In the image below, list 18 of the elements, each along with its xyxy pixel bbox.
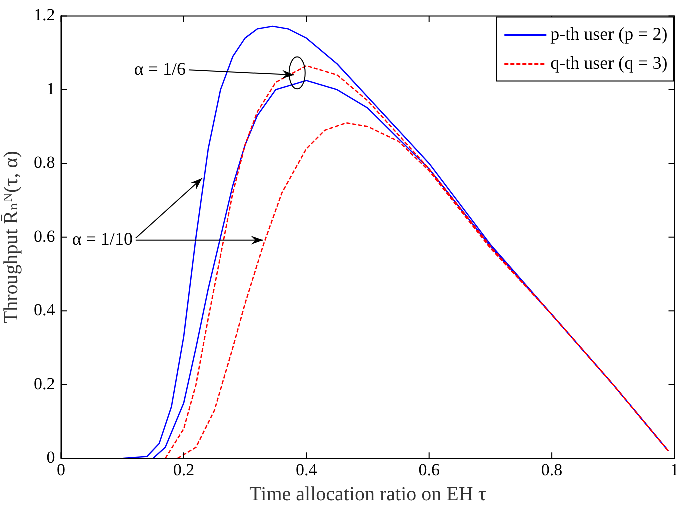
- y-tick-label: 1: [46, 79, 56, 98]
- annotation: α = 1/10: [72, 229, 133, 250]
- legend-label: p-th user (p = 2): [550, 24, 668, 44]
- x-axis-title: Time allocation ratio on EH τ: [250, 483, 486, 506]
- annotation: α = 1/6: [134, 58, 186, 79]
- x-tick-label: 0.4: [296, 460, 318, 480]
- x-tick-label: 0.8: [541, 460, 563, 480]
- y-tick-label: 0.8: [34, 153, 56, 172]
- y-tick-label: 1.2: [34, 6, 56, 25]
- y-tick-label: 0.4: [34, 300, 56, 320]
- y-tick-label: 0.2: [34, 374, 56, 394]
- x-tick-label: 0.2: [173, 460, 195, 480]
- x-tick-label: 1: [670, 460, 679, 480]
- y-tick-label: 0.6: [34, 226, 56, 246]
- x-tick-label: 0.6: [418, 460, 440, 480]
- y-axis-title: Throughput R̄ₙᴺ(τ, α): [0, 151, 22, 324]
- y-tick-label: 0: [46, 448, 56, 468]
- legend-label: q-th user (q = 3): [550, 52, 668, 73]
